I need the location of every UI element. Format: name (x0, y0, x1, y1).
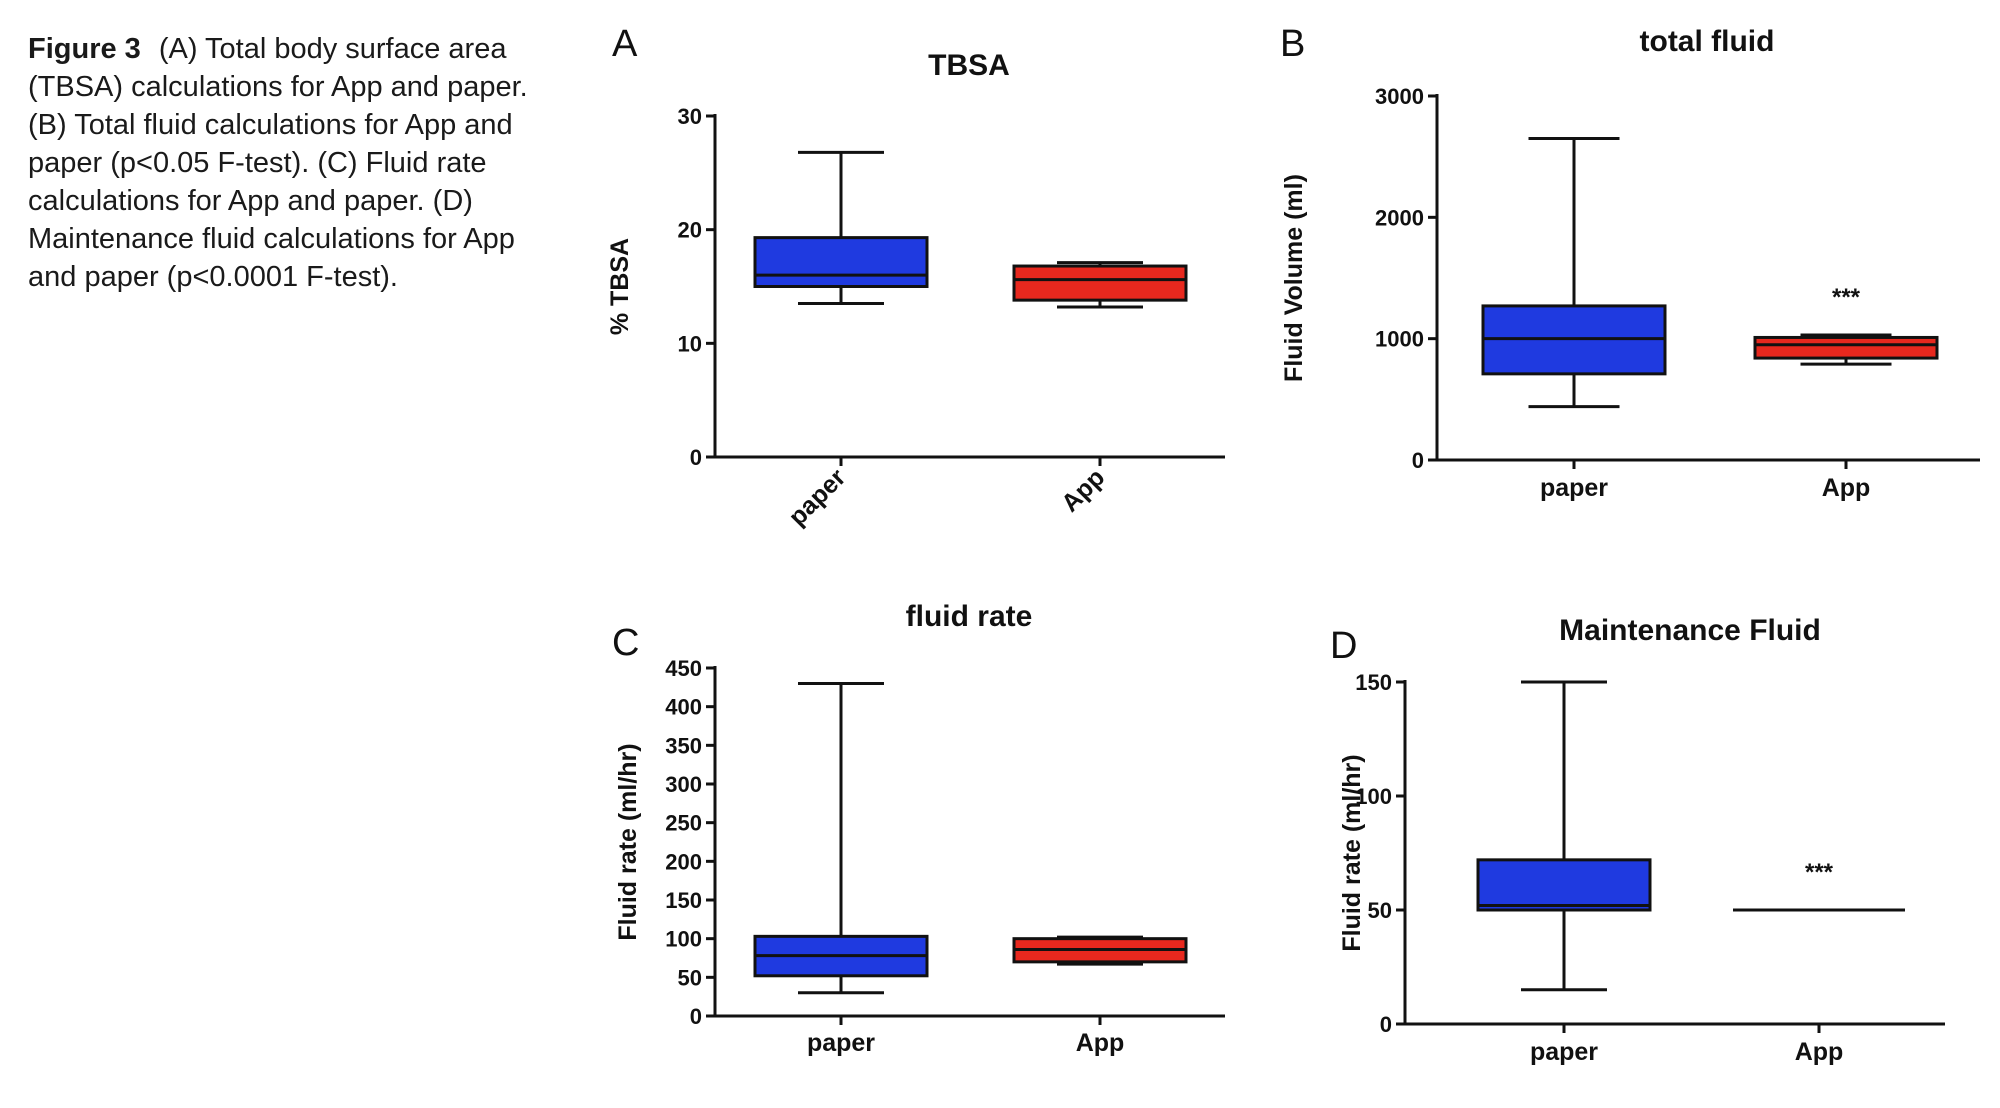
y-axis-label: Fluid rate (ml/hr) (614, 743, 642, 940)
x-category-label: App (1795, 1038, 1844, 1066)
y-tick-label: 100 (665, 927, 702, 952)
box-app (1753, 335, 1939, 360)
y-tick-label: 20 (678, 218, 702, 243)
y-tick-label: 300 (665, 772, 702, 797)
y-tick-label: 100 (1355, 784, 1392, 809)
panel-a: A TBSA 0 10 20 30 % TBSA paper App (606, 23, 1225, 531)
x-category-label: paper (1530, 1038, 1598, 1066)
panel-d: D Maintenance Fluid 0 50 100 150 Fluid rate (m… (1330, 614, 1945, 1066)
y-tick-label: 3000 (1375, 84, 1424, 109)
chart-title: Maintenance Fluid (1559, 614, 1821, 647)
y-tick-label: 350 (665, 733, 702, 758)
x-category-label: paper (1540, 474, 1608, 502)
panel-letter-c: C (612, 622, 639, 664)
box-paper (1476, 858, 1652, 912)
panel-letter-a: A (612, 23, 638, 65)
y-tick-label: 450 (665, 656, 702, 681)
chart-title: fluid rate (906, 600, 1033, 633)
panel-letter-b: B (1280, 23, 1305, 65)
y-tick-label: 2000 (1375, 205, 1424, 230)
y-axis-label: % TBSA (606, 238, 634, 335)
y-tick-label: 0 (1412, 448, 1424, 473)
y-tick-label: 50 (1368, 898, 1392, 923)
x-category-label: App (1822, 474, 1871, 502)
y-axis-label: Fluid rate (ml/hr) (1338, 754, 1366, 951)
panel-letter-d: D (1330, 625, 1357, 667)
y-tick-label: 0 (690, 1004, 702, 1029)
box-paper (753, 236, 929, 289)
y-tick-label: 50 (678, 965, 702, 990)
y-tick-label: 200 (665, 849, 702, 874)
y-axis-label: Fluid Volume (ml) (1280, 174, 1308, 382)
caption-text: (A) Total body surface area (TBSA) calcu… (28, 33, 528, 293)
box-app (1012, 264, 1188, 302)
y-tick-label: 150 (1355, 670, 1392, 695)
y-tick-label: 250 (665, 811, 702, 836)
y-tick-label: 400 (665, 695, 702, 720)
x-category-label: paper (807, 1029, 875, 1057)
y-tick-label: 0 (690, 445, 702, 470)
significance-marker: *** (1832, 284, 1861, 311)
caption-lead: Figure 3 (28, 33, 141, 65)
y-tick-label: 0 (1380, 1012, 1392, 1037)
y-tick-label: 150 (665, 888, 702, 913)
x-category-label: App (1076, 1029, 1125, 1057)
y-tick-label: 10 (678, 331, 702, 356)
figure-caption: Figure 3 (A) Total body surface area (TBS… (28, 30, 548, 296)
significance-marker: *** (1805, 859, 1834, 886)
chart-title: TBSA (928, 49, 1010, 82)
x-category-label: paper (783, 463, 851, 531)
y-tick-label: 1000 (1375, 327, 1424, 352)
x-category-label: App (1056, 463, 1110, 517)
y-tick-label: 30 (678, 104, 702, 129)
chart-title: total fluid (1640, 25, 1775, 58)
